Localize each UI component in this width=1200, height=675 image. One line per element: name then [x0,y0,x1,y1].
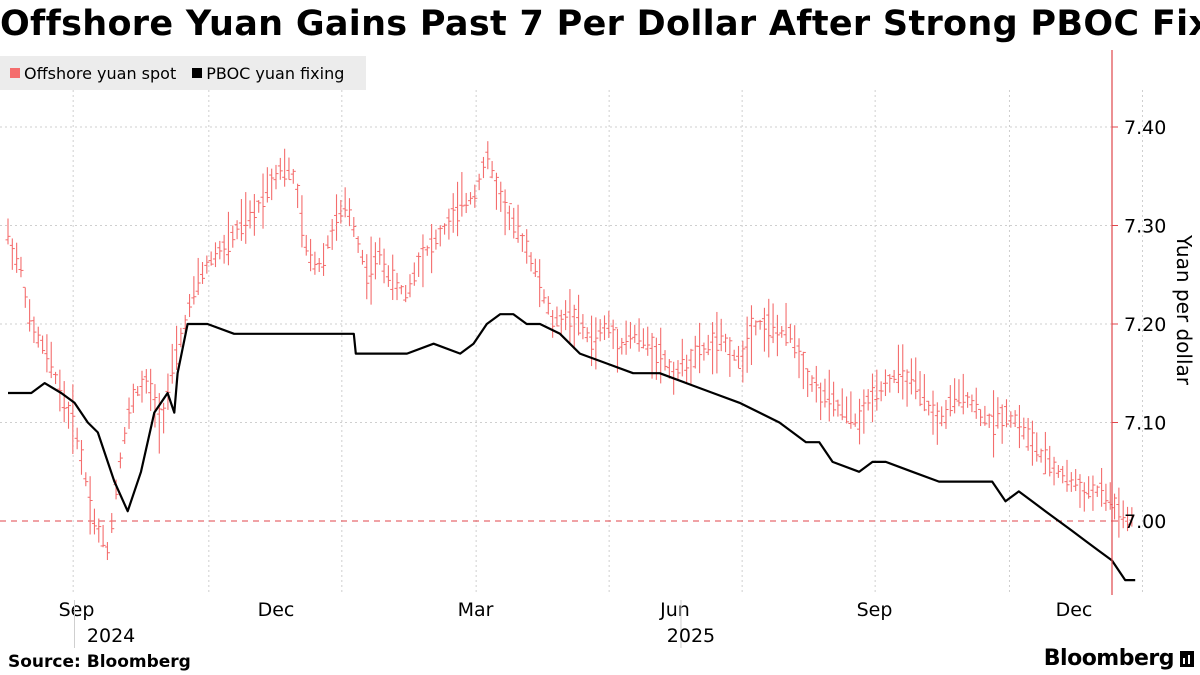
brand-text: Bloomberg [1043,646,1175,671]
legend-item-pboc: PBOC yuan fixing [192,64,344,83]
legend-label-pboc: PBOC yuan fixing [206,63,345,83]
pboc-fixing-line [8,313,1136,582]
x-tick-label: Dec [258,599,295,621]
y-axis-label: Yuan per dollar [1172,234,1196,386]
y-tick-label: 7.00 [1124,511,1166,533]
legend-swatch-pboc [192,68,203,78]
offshore-spot-series [5,141,1135,561]
bloomberg-logo: Bloomberg [1044,646,1194,671]
y-tick-label: 7.30 [1124,216,1166,238]
x-tick-label: Jun [659,599,690,621]
legend-label-offshore: Offshore yuan spot [24,63,177,83]
legend: Offshore yuan spot PBOC yuan fixing [0,56,366,90]
x-tick-label: Sep [59,599,95,621]
y-tick-label: 7.40 [1124,117,1166,139]
y-tick-label: 7.10 [1124,413,1166,435]
y-tick-label: 7.20 [1124,314,1166,336]
chart-title: Offshore Yuan Gains Past 7 Per Dollar Af… [0,4,1200,44]
gridlines [0,90,1143,595]
x-tick-label: Dec [1056,599,1093,621]
legend-item-offshore: Offshore yuan spot [10,64,176,83]
bloomberg-icon [1180,650,1194,667]
axes: 7.00 7.10 7.20 7.30 7.40 Sep Dec Mar Jun Sep Dec 20… [59,50,1166,648]
source-note: Source: Bloomberg [8,652,191,672]
x-tick-label: Mar [458,599,494,621]
x-tick-label: Sep [857,599,893,621]
year-label: 2025 [667,625,715,647]
legend-swatch-offshore [10,68,20,78]
pboc-fixing-series [8,313,1136,582]
year-label: 2024 [87,625,135,647]
